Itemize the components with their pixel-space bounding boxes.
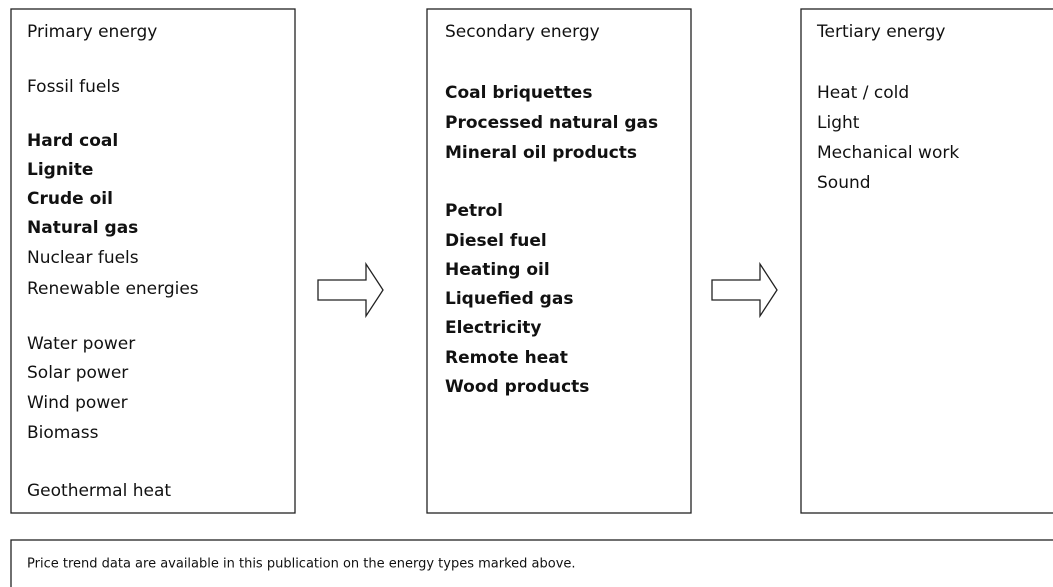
energy-type-marked: Mineral oil products — [445, 143, 637, 163]
energy-type-marked: Crude oil — [27, 189, 113, 209]
arrow — [711, 261, 778, 319]
energy-type: Heat / cold — [817, 83, 909, 103]
column-title: Secondary energy — [445, 22, 600, 42]
energy-type-marked: Natural gas — [27, 218, 138, 238]
energy-type-marked: Coal briquettes — [445, 83, 592, 103]
column-title: Primary energy — [27, 22, 157, 42]
energy-type-marked: Electricity — [445, 318, 542, 338]
primary-box — [10, 8, 296, 514]
energy-type: Nuclear fuels — [27, 248, 139, 268]
arrow — [317, 261, 384, 319]
energy-type: Geothermal heat — [27, 481, 171, 501]
energy-type-marked: Hard coal — [27, 131, 118, 151]
energy-type-marked: Lignite — [27, 160, 93, 180]
energy-type-marked: Wood products — [445, 377, 589, 397]
energy-type: Renewable energies — [27, 279, 199, 299]
energy-type: Mechanical work — [817, 143, 959, 163]
energy-type: Water power — [27, 334, 135, 354]
energy-type-marked: Petrol — [445, 201, 503, 221]
energy-type-marked: Remote heat — [445, 348, 568, 368]
energy-type: Wind power — [27, 393, 128, 413]
tertiary-box — [800, 8, 1053, 514]
energy-type-marked: Heating oil — [445, 260, 550, 280]
energy-type-marked: Liquefied gas — [445, 289, 573, 309]
energy-type: Light — [817, 113, 860, 133]
energy-type: Sound — [817, 173, 871, 193]
column-title: Tertiary energy — [816, 22, 945, 42]
energy-type-marked: Diesel fuel — [445, 231, 547, 251]
energy-type: Solar power — [27, 363, 128, 383]
footer-note: Price trend data are available in this p… — [27, 557, 576, 572]
energy-type-marked: Processed natural gas — [445, 113, 658, 133]
footer-box — [10, 539, 1053, 587]
energy-type: Biomass — [27, 423, 99, 443]
energy-type: Fossil fuels — [27, 77, 120, 97]
secondary-box — [426, 8, 692, 514]
